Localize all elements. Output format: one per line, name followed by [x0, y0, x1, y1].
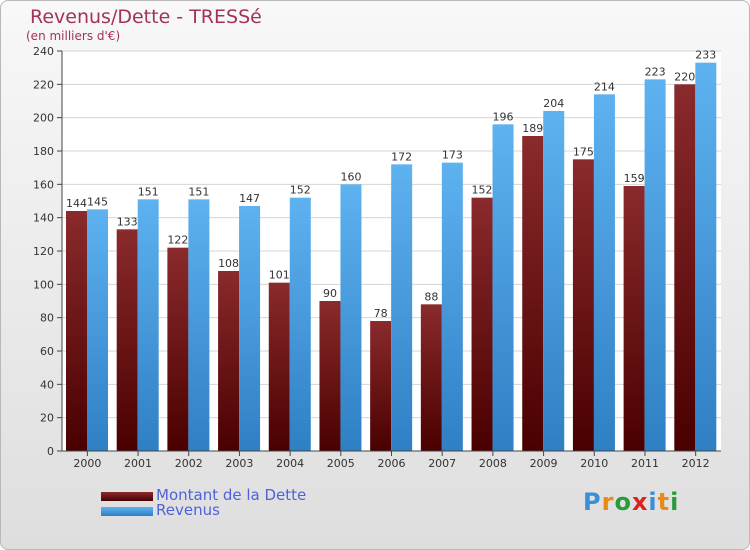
- x-tick-label: 2011: [631, 457, 659, 470]
- y-tick-label: 100: [33, 278, 54, 291]
- y-tick-label: 20: [40, 412, 54, 425]
- bar-debt: [420, 304, 442, 451]
- bar-debt: [370, 321, 392, 451]
- logo-letter: P: [583, 488, 602, 516]
- y-tick-label: 120: [33, 245, 54, 258]
- value-label-revenue: 152: [290, 184, 311, 197]
- value-label-revenue: 160: [340, 170, 361, 183]
- logo-letter: r: [601, 488, 615, 516]
- value-label-revenue: 151: [138, 185, 159, 198]
- x-tick-label: 2001: [124, 457, 152, 470]
- x-tick-label: 2004: [276, 457, 304, 470]
- x-tick-label: 2003: [225, 457, 253, 470]
- value-label-revenue: 214: [594, 80, 615, 93]
- x-tick-label: 2000: [73, 457, 101, 470]
- bar-revenue: [492, 124, 514, 451]
- y-tick-label: 240: [33, 45, 54, 58]
- bar-revenue: [695, 62, 717, 452]
- value-label-revenue: 145: [87, 195, 108, 208]
- value-label-revenue: 233: [695, 49, 716, 62]
- bar-revenue: [188, 199, 210, 451]
- logo-letter: i: [670, 488, 680, 516]
- chart-title: Revenus/Dette - TRESSé: [30, 6, 262, 28]
- bar-debt: [218, 271, 240, 451]
- value-label-debt: 90: [323, 287, 337, 300]
- value-label-revenue: 223: [645, 65, 666, 78]
- y-tick-label: 160: [33, 178, 54, 191]
- legend-label-debt: Montant de la Dette: [156, 486, 307, 504]
- bar-debt: [623, 186, 645, 451]
- value-label-revenue: 151: [188, 185, 209, 198]
- x-tick-label: 2006: [378, 457, 406, 470]
- bar-debt: [522, 136, 544, 451]
- logo-letter: t: [657, 488, 671, 516]
- bar-debt: [116, 229, 138, 451]
- bar-debt: [268, 282, 290, 451]
- bar-debt: [66, 211, 87, 451]
- x-tick-label: 2010: [580, 457, 608, 470]
- bar-revenue: [644, 79, 666, 451]
- chart-subtitle: (en milliers d'€): [26, 29, 121, 43]
- value-label-debt: 78: [374, 307, 388, 320]
- value-label-debt: 133: [117, 215, 138, 228]
- x-tick-label: 2008: [479, 457, 507, 470]
- bar-revenue: [543, 111, 565, 451]
- value-label-debt: 122: [167, 234, 188, 247]
- y-tick-label: 40: [40, 378, 54, 391]
- bar-revenue: [391, 164, 413, 452]
- legend-swatch-revenue: [101, 507, 153, 516]
- bar-debt: [319, 301, 341, 451]
- value-label-debt: 159: [624, 172, 645, 185]
- x-tick-label: 2007: [428, 457, 456, 470]
- logo-letter: o: [614, 488, 632, 516]
- x-tick-label: 2002: [175, 457, 203, 470]
- value-label-revenue: 204: [543, 97, 564, 110]
- y-tick-label: 220: [33, 78, 54, 91]
- value-label-debt: 108: [218, 257, 239, 270]
- value-label-debt: 152: [472, 184, 493, 197]
- y-tick-label: 80: [40, 312, 54, 325]
- y-tick-label: 0: [47, 445, 54, 458]
- logo-letter: i: [648, 488, 658, 516]
- value-label-debt: 220: [674, 70, 695, 83]
- value-label-revenue: 147: [239, 192, 260, 205]
- legend-label-revenue: Revenus: [156, 501, 220, 519]
- bar-revenue: [137, 199, 159, 451]
- bar-revenue: [340, 184, 362, 452]
- bar-revenue: [87, 209, 108, 451]
- x-tick-label: 2005: [327, 457, 355, 470]
- x-tick-label: 2012: [682, 457, 710, 470]
- bar-revenue: [239, 206, 261, 451]
- value-label-debt: 88: [424, 290, 438, 303]
- bars: [66, 62, 717, 452]
- bar-debt: [572, 159, 594, 452]
- bar-revenue: [593, 94, 615, 451]
- value-label-revenue: 173: [442, 149, 463, 162]
- bar-revenue: [289, 197, 311, 451]
- value-label-debt: 189: [522, 122, 543, 135]
- value-labels: 144 145 133 151 122 151 108 147 101 152 90 160 78 172…: [66, 49, 716, 320]
- bar-revenue: [441, 162, 463, 451]
- y-tick-label: 200: [33, 112, 54, 125]
- value-label-revenue: 196: [493, 110, 514, 123]
- y-tick-label: 180: [33, 145, 54, 158]
- value-label-debt: 175: [573, 145, 594, 158]
- legend-swatch-debt: [101, 492, 153, 501]
- axes: 0 20 40 60 80 100 120 140 160 180 200 220 240 2000 200…: [33, 45, 721, 470]
- y-tick-label: 60: [40, 345, 54, 358]
- y-tick-label: 140: [33, 212, 54, 225]
- value-label-debt: 144: [66, 197, 87, 210]
- bar-debt: [674, 84, 696, 451]
- proxiti-logo: Proxiti: [583, 488, 679, 516]
- x-tick-label: 2009: [530, 457, 558, 470]
- bar-debt: [167, 247, 189, 451]
- value-label-debt: 101: [269, 269, 290, 282]
- value-label-revenue: 172: [391, 150, 412, 163]
- logo-letter: x: [631, 488, 649, 516]
- bar-debt: [471, 197, 493, 451]
